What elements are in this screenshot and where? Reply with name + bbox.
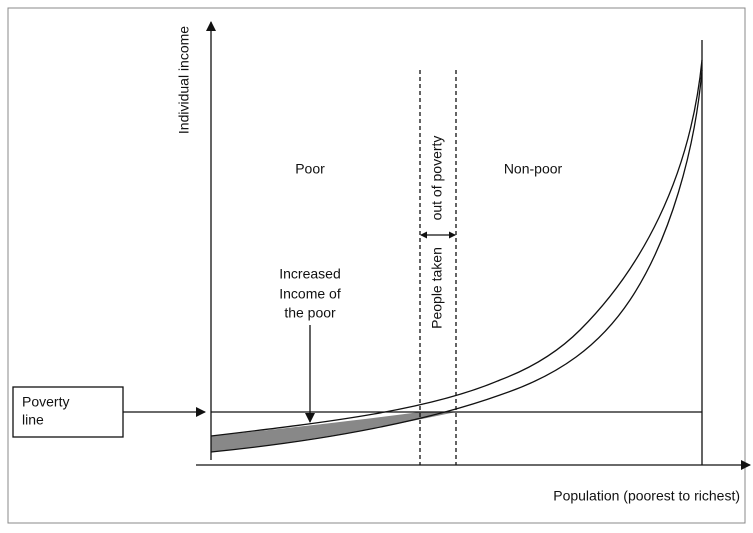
upper-curve: [210, 59, 703, 437]
increased-income-label: the poor: [284, 305, 336, 321]
region-label: Poor: [295, 161, 325, 177]
y-axis-label: Individual income: [176, 26, 192, 134]
shaded-gain: [211, 412, 456, 452]
increased-income-label: Increased: [279, 266, 340, 282]
poverty-line-label: line: [22, 412, 44, 428]
people-taken-label: People taken: [429, 247, 445, 329]
region-label: Non-poor: [504, 161, 563, 177]
lower-curve: [210, 69, 703, 453]
poverty-box: [12, 386, 124, 438]
increased-income-label: Income of: [279, 286, 341, 302]
people-taken-label: out of poverty: [429, 136, 445, 221]
x-axis-label: Population (poorest to richest): [553, 488, 740, 504]
poverty-line-label: Poverty: [22, 394, 69, 410]
frame: [7, 7, 746, 524]
